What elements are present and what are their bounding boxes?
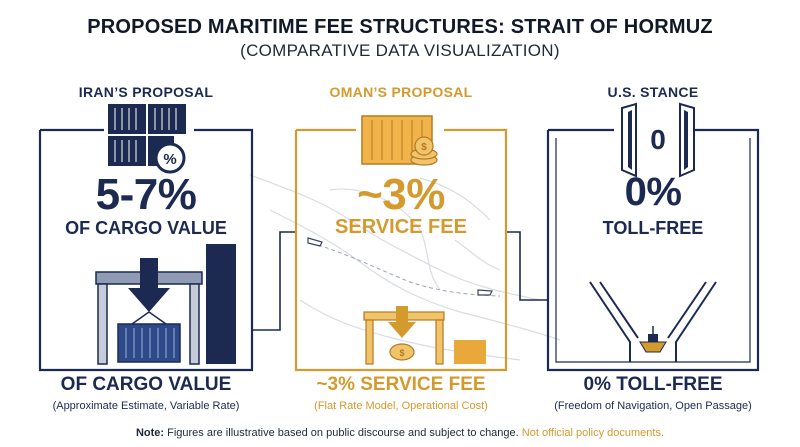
- background-map-outline: [249, 174, 561, 361]
- us-heading: U.S. STANCE: [607, 84, 699, 100]
- svg-text:$: $: [399, 348, 404, 358]
- ship-icon: [639, 326, 667, 353]
- us-bottom-note: (Freedom of Navigation, Open Passage): [554, 400, 752, 412]
- oman-heading: OMAN’S PROPOSAL: [329, 84, 473, 100]
- open-gate-icon: [621, 102, 695, 178]
- footer-note: Note: Figures are illustrative based on …: [0, 427, 800, 439]
- oman-big-value: ~3%: [357, 170, 445, 219]
- open-passage-icon: [589, 281, 717, 362]
- connector-line-right: [506, 231, 548, 301]
- iran-bottom-note: (Approximate Estimate, Variable Rate): [52, 400, 240, 412]
- note-highlight: Not official policy documents.: [521, 427, 665, 439]
- oman-bar: [454, 340, 486, 364]
- gate-label: 0: [650, 124, 666, 155]
- percent-container-icon: %: [108, 104, 186, 174]
- us-panel-frame: [546, 128, 760, 372]
- crane-icon: [95, 258, 203, 365]
- page-title: PROPOSED MARITIME FEE STRUCTURES: STRAIT…: [87, 16, 713, 38]
- note-text: Figures are illustrative based on public…: [164, 427, 522, 439]
- us-mid-label: TOLL-FREE: [602, 218, 704, 238]
- note-label: Note:: [135, 427, 165, 439]
- iran-bottom-value: OF CARGO VALUE: [60, 374, 232, 395]
- oman-bottom-value: ~3% SERVICE FEE: [316, 374, 486, 395]
- coin-container-icon: $: [361, 115, 438, 166]
- svg-text:$: $: [421, 142, 427, 153]
- map-ship-icon: [307, 237, 493, 296]
- us-bottom-value: 0% TOLL-FREE: [583, 374, 723, 395]
- shipping-route: [317, 244, 501, 297]
- connector-line-left: [252, 231, 296, 331]
- iran-big-value: 5-7%: [95, 170, 197, 219]
- page-subtitle: (COMPARATIVE DATA VISUALIZATION): [240, 41, 560, 60]
- us-big-value: 0%: [624, 170, 682, 214]
- iran-bar: [206, 244, 236, 364]
- iran-mid-label: OF CARGO VALUE: [65, 218, 227, 238]
- iran-heading: IRAN’S PROPOSAL: [78, 84, 214, 100]
- oman-bottom-note: (Flat Rate Model, Operational Cost): [314, 400, 488, 412]
- iran-panel-frame: [38, 128, 254, 372]
- oman-panel-frame: [294, 128, 508, 372]
- toll-gate-icon: $: [363, 306, 445, 365]
- oman-mid-label: SERVICE FEE: [335, 216, 467, 238]
- svg-text:%: %: [163, 151, 176, 168]
